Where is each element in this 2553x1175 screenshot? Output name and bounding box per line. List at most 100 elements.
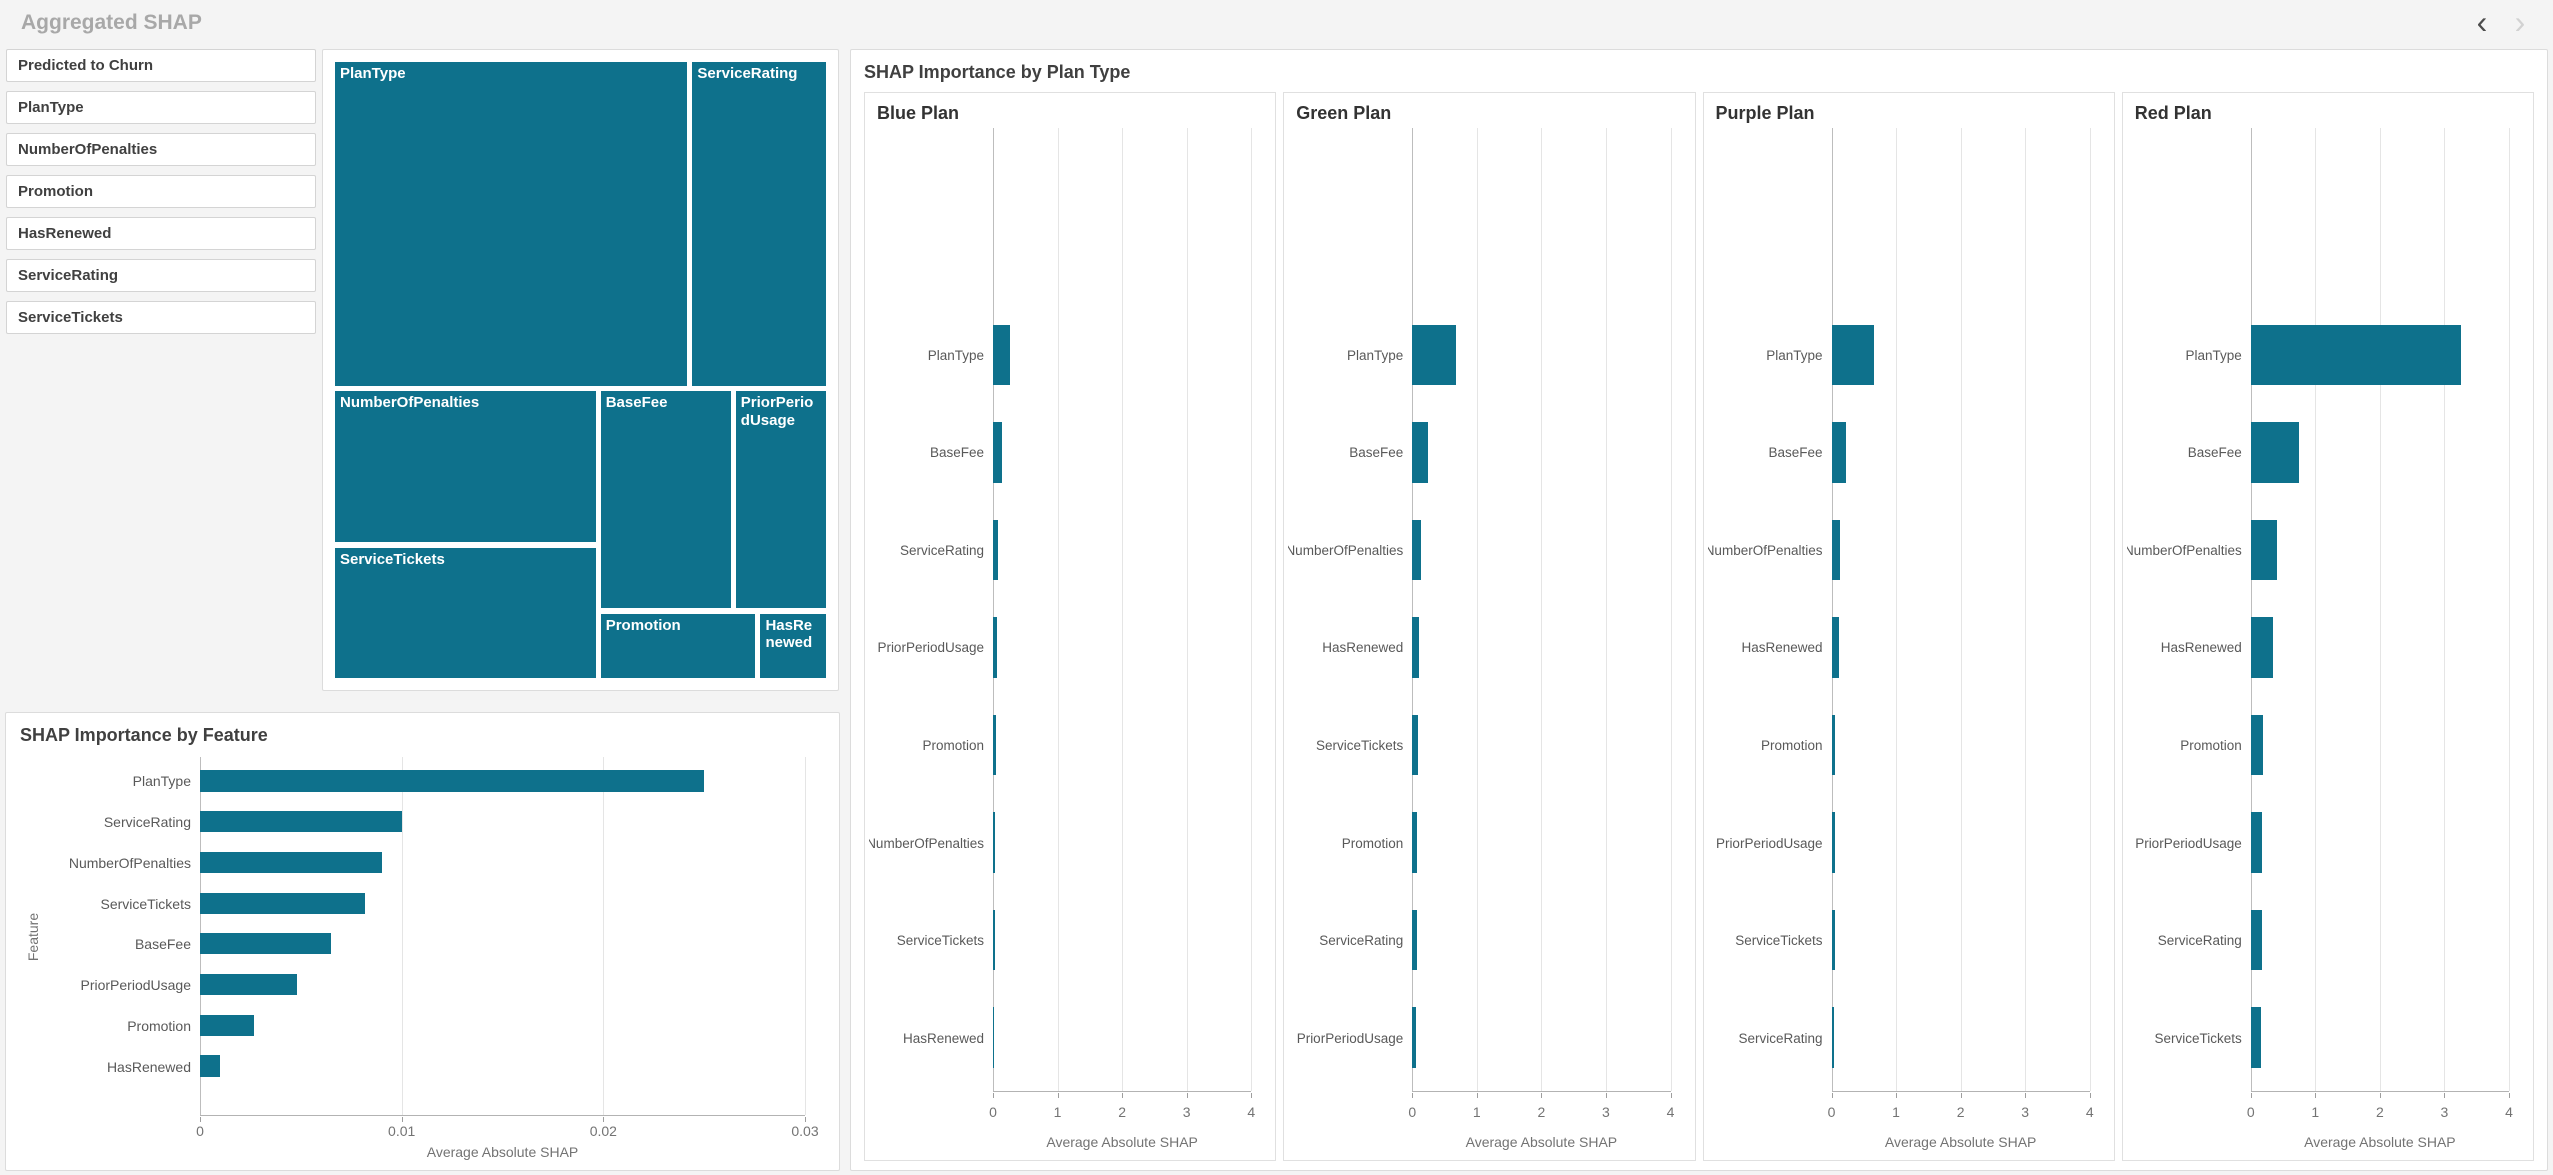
bar-numberofpenalties[interactable] bbox=[1831, 519, 1840, 581]
bar-priorperiodusage[interactable] bbox=[200, 973, 297, 996]
filter-plantype[interactable]: PlanType bbox=[6, 91, 316, 124]
bar-plantype[interactable] bbox=[200, 770, 705, 792]
axis-tick bbox=[1251, 1093, 1253, 1098]
bar-servicerating[interactable] bbox=[1831, 1007, 1835, 1068]
axis-tick-label: 1 bbox=[1892, 1104, 1900, 1120]
bar-basefee[interactable] bbox=[1831, 422, 1847, 483]
x-axis-title: Average Absolute SHAP bbox=[426, 1144, 579, 1160]
filter-predicted-to-churn[interactable]: Predicted to Churn bbox=[6, 49, 316, 82]
bar-promotion[interactable] bbox=[1831, 714, 1836, 776]
bar-promotion[interactable] bbox=[200, 1014, 255, 1036]
x-axis: 0 1 2 3 4 Average Absolute SHAP bbox=[1828, 1092, 2094, 1156]
bar-servicetickets[interactable] bbox=[1831, 909, 1835, 971]
bar-numberofpenalties[interactable] bbox=[2250, 519, 2277, 581]
prev-sheet-button[interactable]: ‹ bbox=[2465, 4, 2499, 40]
treemap-cell-servicerating[interactable]: ServiceRating bbox=[691, 61, 827, 387]
bar-basefee[interactable] bbox=[2250, 422, 2299, 483]
treemap-cell-numberofpenalties[interactable]: NumberOfPenalties bbox=[334, 390, 597, 544]
axis-tick-label: 2 bbox=[2375, 1104, 2384, 1120]
bar-row bbox=[2250, 306, 2509, 404]
treemap-cell-plantype[interactable]: PlanType bbox=[334, 61, 689, 387]
category-label: PlanType bbox=[1766, 347, 1823, 363]
treemap-cell-servicetickets[interactable]: ServiceTickets bbox=[334, 546, 597, 679]
bar-servicerating[interactable] bbox=[2250, 909, 2262, 971]
treemap-cell-label: HasRenewed bbox=[765, 616, 813, 652]
category-label: BaseFee bbox=[1768, 445, 1823, 461]
bar-promotion[interactable] bbox=[2250, 714, 2264, 776]
axis-tick bbox=[1476, 1093, 1478, 1098]
category-label: NumberOfPenalties bbox=[1288, 542, 1404, 558]
shap-treemap-panel: PlanType ServiceRating NumberOfPenalties Ba… bbox=[322, 49, 839, 691]
bar-priorperiodusage[interactable] bbox=[1831, 812, 1836, 873]
bar-priorperiodusage[interactable] bbox=[993, 617, 997, 678]
category-label: PlanType bbox=[1346, 347, 1404, 363]
category-labels: PlanType BaseFee NumberOfPenalties HasRenew… bbox=[1708, 128, 1832, 1092]
bar-row bbox=[200, 883, 805, 924]
axis-tick-label: 4 bbox=[1666, 1104, 1675, 1120]
axis-tick-label: 0.01 bbox=[388, 1123, 416, 1139]
bar-row bbox=[993, 599, 1251, 697]
bar-row bbox=[1412, 306, 1670, 404]
feature-importance-title: SHAP Importance by Feature bbox=[20, 725, 268, 745]
bar-servicetickets[interactable] bbox=[993, 909, 995, 971]
bar-servicerating[interactable] bbox=[200, 811, 402, 833]
plot-area bbox=[2250, 128, 2510, 1092]
category-label: PriorPeriodUsage bbox=[1715, 835, 1823, 851]
filter-numberofpenalties[interactable]: NumberOfPenalties bbox=[6, 133, 316, 166]
bar-servicetickets[interactable] bbox=[200, 892, 366, 914]
gridline bbox=[1412, 128, 1414, 1091]
bar-hasrenewed[interactable] bbox=[993, 1007, 995, 1068]
next-sheet-button[interactable]: › bbox=[2503, 4, 2537, 40]
treemap-cell-hasrenewed[interactable]: HasRenewed bbox=[759, 612, 827, 679]
filter-servicerating[interactable]: ServiceRating bbox=[6, 259, 316, 292]
bar-hasrenewed[interactable] bbox=[1831, 617, 1839, 678]
bar-numberofpenalties[interactable] bbox=[993, 812, 996, 873]
bar-plantype[interactable] bbox=[993, 324, 1010, 386]
category-label: ServiceTickets bbox=[896, 933, 984, 949]
filter-label: NumberOfPenalties bbox=[18, 141, 158, 158]
bar-plantype[interactable] bbox=[1831, 324, 1875, 386]
gridline bbox=[1831, 128, 1833, 1091]
filter-label: Promotion bbox=[18, 183, 93, 200]
bar-priorperiodusage[interactable] bbox=[1412, 1007, 1417, 1068]
bar-row bbox=[993, 794, 1251, 892]
bar-servicetickets[interactable] bbox=[1412, 714, 1419, 776]
bar-priorperiodusage[interactable] bbox=[2250, 812, 2263, 873]
bar-servicerating[interactable] bbox=[1412, 909, 1417, 971]
y-axis-title: Feature bbox=[16, 757, 50, 1116]
bar-servicerating[interactable] bbox=[993, 519, 999, 581]
treemap-cell-promotion[interactable]: Promotion bbox=[599, 612, 757, 679]
bar-row bbox=[200, 1005, 805, 1046]
bar-promotion[interactable] bbox=[993, 714, 997, 776]
bar-hasrenewed[interactable] bbox=[1412, 617, 1419, 678]
filter-hasrenewed[interactable]: HasRenewed bbox=[6, 217, 316, 250]
bar-basefee[interactable] bbox=[993, 422, 1003, 483]
bar-servicetickets[interactable] bbox=[2250, 1007, 2262, 1068]
bar-row bbox=[2250, 404, 2509, 502]
axis-tick bbox=[2509, 1093, 2510, 1098]
category-label: HasRenewed bbox=[1322, 640, 1404, 656]
gridline bbox=[2315, 128, 2317, 1091]
axis-tick-label: 3 bbox=[2021, 1104, 2030, 1120]
bar-hasrenewed[interactable] bbox=[200, 1055, 221, 1077]
treemap-cell-label: BaseFee bbox=[605, 394, 668, 412]
filter-servicetickets[interactable]: ServiceTickets bbox=[6, 301, 316, 334]
bar-row bbox=[1831, 696, 2090, 794]
bar-basefee[interactable] bbox=[200, 933, 332, 955]
bar-numberofpenalties[interactable] bbox=[1412, 519, 1421, 581]
bar-promotion[interactable] bbox=[1412, 812, 1418, 873]
gridline bbox=[1670, 128, 1672, 1091]
bar-basefee[interactable] bbox=[1412, 422, 1429, 483]
axis-tick bbox=[2089, 1093, 2091, 1098]
bar-plantype[interactable] bbox=[2250, 324, 2461, 386]
treemap-cell-basefee[interactable]: BaseFee bbox=[599, 390, 732, 610]
category-label: HasRenewed bbox=[2160, 640, 2242, 656]
feature-importance-panel: SHAP Importance by Feature Feature PlanTy… bbox=[5, 712, 840, 1171]
treemap-cell-priorperiodusage[interactable]: PriorPeriodUsage bbox=[734, 390, 827, 610]
axis-tick bbox=[2444, 1093, 2446, 1098]
category-label: HasRenewed bbox=[106, 1058, 191, 1075]
bar-plantype[interactable] bbox=[1412, 324, 1456, 386]
filter-promotion[interactable]: Promotion bbox=[6, 175, 316, 208]
bar-numberofpenalties[interactable] bbox=[200, 851, 382, 873]
bar-hasrenewed[interactable] bbox=[2250, 617, 2274, 678]
